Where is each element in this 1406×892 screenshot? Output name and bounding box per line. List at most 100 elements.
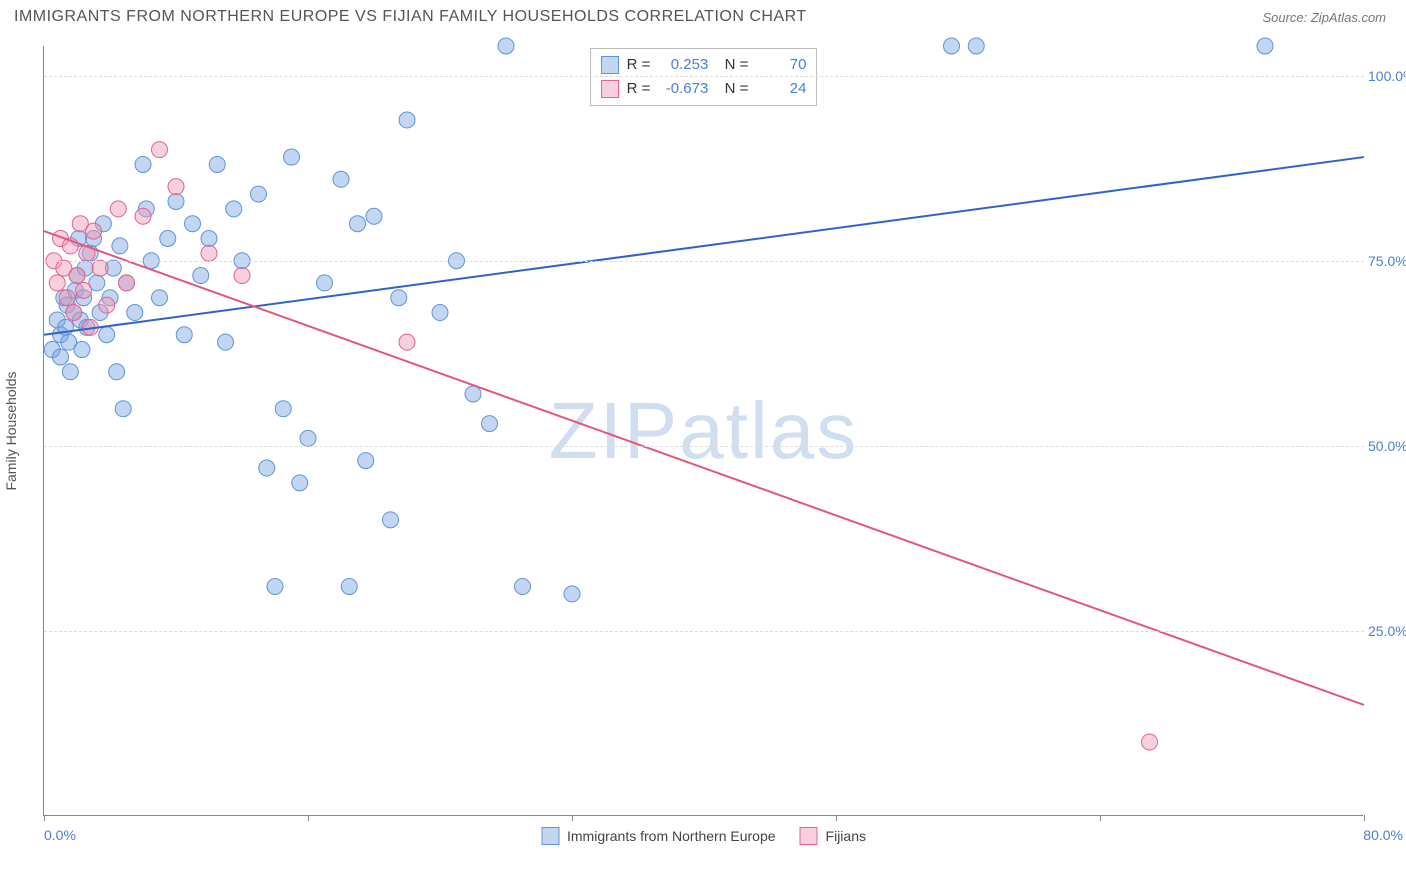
- data-point: [284, 149, 300, 165]
- data-point: [135, 156, 151, 172]
- x-tick-mark: [308, 815, 309, 821]
- data-point: [135, 208, 151, 224]
- data-point: [333, 171, 349, 187]
- data-point: [383, 512, 399, 528]
- header: IMMIGRANTS FROM NORTHERN EUROPE VS FIJIA…: [0, 0, 1406, 30]
- y-tick-label: 75.0%: [1368, 253, 1406, 269]
- legend-swatch: [601, 56, 619, 74]
- data-point: [110, 201, 126, 217]
- data-point: [226, 201, 242, 217]
- data-point: [292, 475, 308, 491]
- data-point: [267, 578, 283, 594]
- data-point: [968, 38, 984, 54]
- data-point: [317, 275, 333, 291]
- data-point: [152, 142, 168, 158]
- data-point: [465, 386, 481, 402]
- legend-r-label: R =: [627, 53, 651, 77]
- gridline: [44, 631, 1364, 632]
- data-point: [399, 112, 415, 128]
- data-point: [350, 216, 366, 232]
- plot-svg: [44, 46, 1364, 816]
- data-point: [358, 453, 374, 469]
- y-tick-label: 25.0%: [1368, 623, 1406, 639]
- y-axis-label: Family Households: [3, 371, 19, 490]
- legend-label: Immigrants from Northern Europe: [567, 828, 776, 844]
- legend-row: R = 0.253 N = 70: [601, 53, 807, 77]
- data-point: [300, 430, 316, 446]
- gridline: [44, 76, 1364, 77]
- data-point: [1257, 38, 1273, 54]
- legend-swatch: [541, 827, 559, 845]
- data-point: [944, 38, 960, 54]
- legend-item: Fijians: [800, 827, 866, 845]
- y-tick-label: 100.0%: [1368, 68, 1406, 84]
- gridline: [44, 261, 1364, 262]
- data-point: [366, 208, 382, 224]
- series-legend: Immigrants from Northern Europe Fijians: [541, 827, 866, 845]
- data-point: [168, 179, 184, 195]
- legend-label: Fijians: [826, 828, 866, 844]
- data-point: [432, 305, 448, 321]
- legend-n-label: N =: [716, 53, 748, 77]
- x-tick-mark: [836, 815, 837, 821]
- data-point: [482, 416, 498, 432]
- data-point: [564, 586, 580, 602]
- data-point: [99, 297, 115, 313]
- data-point: [86, 223, 102, 239]
- data-point: [127, 305, 143, 321]
- data-point: [152, 290, 168, 306]
- legend-r-label: R =: [627, 77, 651, 101]
- legend-r-value: -0.673: [658, 77, 708, 101]
- x-axis-max-label: 80.0%: [1363, 827, 1403, 843]
- data-point: [218, 334, 234, 350]
- data-point: [69, 268, 85, 284]
- data-point: [251, 186, 267, 202]
- data-point: [53, 349, 69, 365]
- legend-swatch: [800, 827, 818, 845]
- data-point: [59, 290, 75, 306]
- chart-container: Family Households ZIPatlas R =0.253 N =7…: [43, 46, 1363, 816]
- data-point: [176, 327, 192, 343]
- data-point: [399, 334, 415, 350]
- x-axis-min-label: 0.0%: [44, 827, 76, 843]
- trend-line: [44, 157, 1364, 335]
- data-point: [275, 401, 291, 417]
- x-tick-mark: [44, 815, 45, 821]
- data-point: [92, 260, 108, 276]
- trend-line: [44, 231, 1364, 705]
- data-point: [259, 460, 275, 476]
- data-point: [49, 275, 65, 291]
- x-tick-mark: [1100, 815, 1101, 821]
- data-point: [201, 231, 217, 247]
- data-point: [76, 282, 92, 298]
- source-attribution: Source: ZipAtlas.com: [1262, 10, 1386, 25]
- y-tick-label: 50.0%: [1368, 438, 1406, 454]
- legend-r-value: 0.253: [658, 53, 708, 77]
- data-point: [201, 245, 217, 261]
- data-point: [209, 156, 225, 172]
- data-point: [168, 193, 184, 209]
- legend-n-value: 70: [756, 53, 806, 77]
- legend-item: Immigrants from Northern Europe: [541, 827, 776, 845]
- data-point: [193, 268, 209, 284]
- data-point: [66, 305, 82, 321]
- data-point: [1142, 734, 1158, 750]
- data-point: [109, 364, 125, 380]
- data-point: [341, 578, 357, 594]
- data-point: [74, 342, 90, 358]
- data-point: [515, 578, 531, 594]
- legend-swatch: [601, 80, 619, 98]
- x-tick-mark: [572, 815, 573, 821]
- data-point: [99, 327, 115, 343]
- data-point: [185, 216, 201, 232]
- data-point: [391, 290, 407, 306]
- data-point: [160, 231, 176, 247]
- data-point: [234, 268, 250, 284]
- data-point: [119, 275, 135, 291]
- data-point: [115, 401, 131, 417]
- gridline: [44, 446, 1364, 447]
- data-point: [498, 38, 514, 54]
- data-point: [62, 364, 78, 380]
- legend-n-label: N =: [716, 77, 748, 101]
- plot-area: ZIPatlas R =0.253 N =70R =-0.673 N =24 0…: [43, 46, 1363, 816]
